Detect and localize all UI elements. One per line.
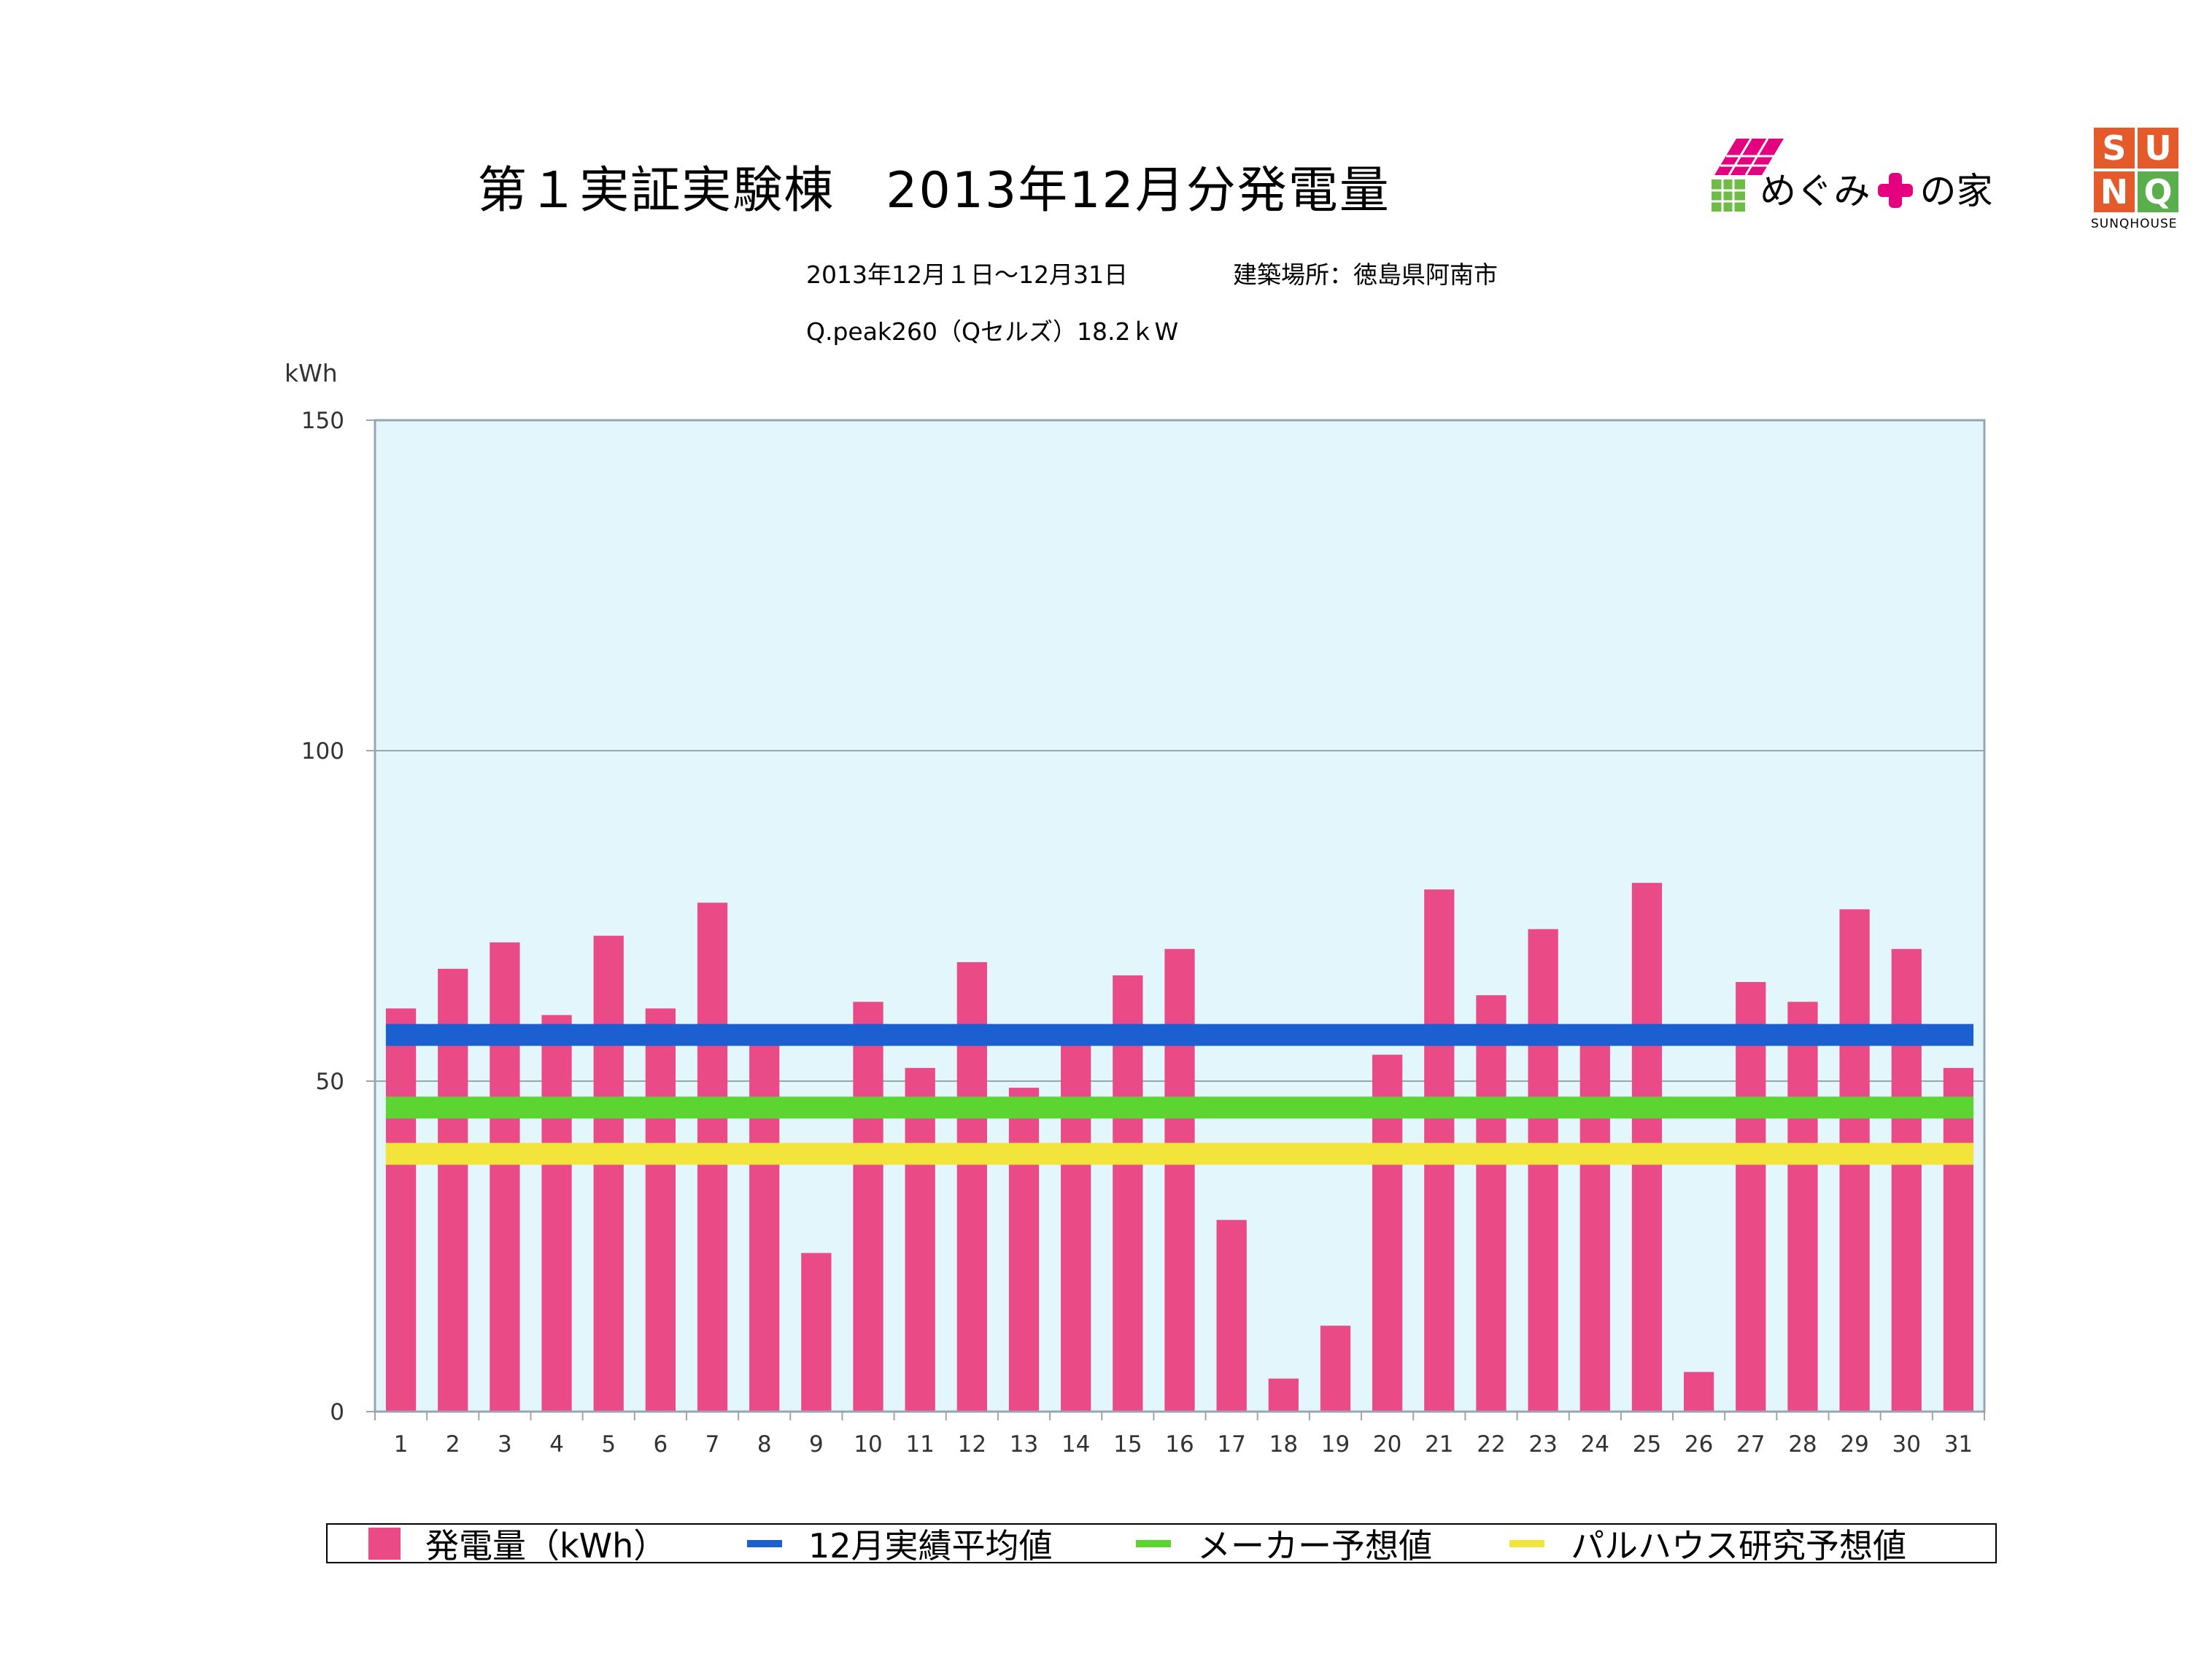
reference-lines [385, 1024, 1974, 1165]
y-axis-unit-label: kWh [285, 359, 338, 387]
bar [905, 1067, 935, 1412]
legend-label: パルハウス研究予想値 [1571, 1525, 1906, 1566]
panel-spec-text: Q.peak260（Qセルズ）18.2ｋW [806, 317, 1179, 346]
bar [490, 942, 520, 1412]
x-tick-label: 22 [1477, 1431, 1505, 1458]
x-tick-label: 29 [1840, 1431, 1868, 1458]
bar [1891, 948, 1922, 1412]
bar [1164, 948, 1195, 1412]
bar [1736, 982, 1766, 1412]
legend: 発電量（kWh） 12月実績平均値 メーカー予想値 パルハウス研究予想値 [326, 1523, 1997, 1566]
x-tick-label: 16 [1165, 1431, 1194, 1458]
sunq-logo-caption: SUNQHOUSE [2091, 217, 2178, 231]
axes [374, 419, 1986, 1413]
legend-swatch-bar [368, 1527, 401, 1560]
x-tick-label: 20 [1373, 1431, 1401, 1458]
bar [1113, 975, 1143, 1412]
legend-item-palhouse: パルハウス研究予想値 [1509, 1525, 1906, 1566]
y-tick-label: 150 [301, 408, 344, 434]
legend-item-average: 12月実績平均値 [747, 1525, 1053, 1566]
y-tick-label: 100 [301, 738, 344, 765]
bar [1943, 1067, 1974, 1412]
megumi-logo-text-after: の家 [1919, 170, 1993, 212]
bar [385, 1008, 417, 1412]
x-tick-label: 10 [854, 1431, 882, 1458]
bar [593, 935, 624, 1412]
sunq-letter: Q [2138, 171, 2178, 212]
legend-item-generation: 発電量（kWh） [368, 1525, 667, 1566]
x-tick-label: 18 [1269, 1431, 1298, 1458]
bar [645, 1008, 676, 1412]
bar [1008, 1088, 1040, 1412]
x-tick-label: 24 [1581, 1431, 1609, 1458]
plot-frame [374, 419, 1986, 1413]
x-axis-ticks: 1 2 3 4 5 6 7 8 9 10 11 12 13 14 15 16 17 18 19 20 21 22 23 24 2… [374, 1412, 1985, 1458]
period-text: 2013年12月１日〜12月31日 [806, 260, 1128, 289]
legend-label: 発電量（kWh） [425, 1525, 668, 1566]
plus-icon [1877, 173, 1913, 208]
legend-label: メーカー予想値 [1197, 1525, 1432, 1566]
y-axis-ticks: 0 50 100 150 [301, 408, 375, 1425]
x-tick-label: 12 [958, 1431, 986, 1458]
x-tick-label: 17 [1217, 1431, 1245, 1458]
bar [1320, 1326, 1351, 1412]
x-tick-label: 8 [757, 1431, 772, 1458]
location-text: 建築場所：徳島県阿南市 [1233, 260, 1498, 289]
bar [1216, 1220, 1247, 1412]
x-tick-label: 9 [809, 1431, 824, 1458]
x-tick-label: 30 [1892, 1431, 1921, 1458]
x-tick-label: 31 [1944, 1431, 1973, 1458]
x-tick-label: 21 [1425, 1431, 1453, 1458]
y-tick-label: 0 [330, 1399, 344, 1425]
legend-label: 12月実績平均値 [808, 1525, 1053, 1566]
x-tick-label: 2 [446, 1431, 460, 1458]
bar [1268, 1378, 1299, 1412]
x-tick-label: 25 [1633, 1431, 1661, 1458]
megumi-logo-text: めぐみ の家 [1760, 162, 1993, 214]
x-tick-label: 13 [1010, 1431, 1038, 1458]
bar [1787, 1002, 1818, 1412]
legend-swatch-line [1509, 1539, 1544, 1547]
bar [541, 1015, 572, 1412]
x-tick-label: 27 [1736, 1431, 1765, 1458]
chart-title: 第１実証実験棟 2013年12月分発電量 [477, 162, 1391, 220]
sunq-letter: N [2094, 171, 2135, 212]
sunq-letter: S [2094, 128, 2135, 169]
x-tick-label: 5 [601, 1431, 616, 1458]
legend-swatch-line [1136, 1539, 1171, 1547]
y-tick-label: 50 [316, 1069, 344, 1095]
x-tick-label: 3 [498, 1431, 512, 1458]
x-tick-label: 4 [549, 1431, 564, 1458]
megumi-house-logo-icon [1712, 139, 1784, 212]
sunq-logo: S U N Q [2094, 128, 2178, 212]
sunq-letter: U [2138, 128, 2178, 169]
bar [853, 1002, 883, 1412]
legend-item-maker: メーカー予想値 [1136, 1525, 1432, 1566]
bar [1528, 929, 1558, 1412]
bar [1476, 995, 1507, 1412]
x-tick-label: 11 [905, 1431, 934, 1458]
megumi-logo-text-before: めぐみ [1760, 170, 1871, 212]
x-tick-label: 15 [1113, 1431, 1142, 1458]
x-tick-label: 1 [394, 1431, 409, 1458]
x-tick-label: 26 [1685, 1431, 1713, 1458]
bar [1683, 1371, 1714, 1412]
x-tick-label: 7 [705, 1431, 720, 1458]
x-tick-label: 28 [1788, 1431, 1817, 1458]
x-tick-label: 6 [654, 1431, 668, 1458]
x-tick-label: 14 [1061, 1431, 1090, 1458]
legend-swatch-line [747, 1539, 782, 1547]
bar [801, 1253, 832, 1412]
x-tick-label: 19 [1321, 1431, 1350, 1458]
x-tick-label: 23 [1528, 1431, 1557, 1458]
